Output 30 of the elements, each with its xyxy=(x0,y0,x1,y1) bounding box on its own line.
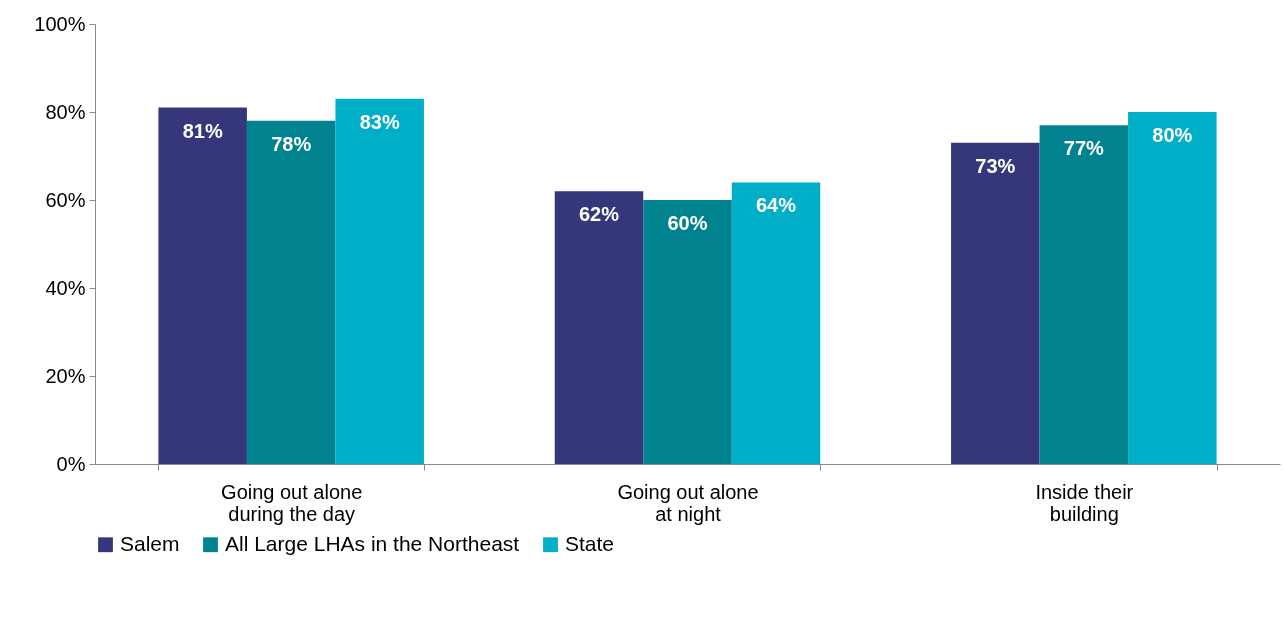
data-label: 64% xyxy=(756,194,797,217)
legend-label: State xyxy=(565,531,615,555)
y-tick-label: 80% xyxy=(45,100,86,123)
data-label: 83% xyxy=(359,110,400,133)
data-label: 78% xyxy=(271,132,312,155)
data-label: 62% xyxy=(578,203,620,226)
bar xyxy=(158,107,247,464)
data-label: 77% xyxy=(1063,137,1105,160)
bar xyxy=(643,200,732,464)
bar xyxy=(246,120,336,464)
data-label: 80% xyxy=(1152,124,1193,146)
data-label: 60% xyxy=(667,212,708,234)
bar xyxy=(335,98,424,464)
bar xyxy=(554,191,644,464)
legend-label: Salem xyxy=(120,531,180,555)
y-tick-label: 40% xyxy=(45,276,86,299)
legend-label: All Large LHAs in the Northeast xyxy=(225,531,520,555)
y-tick-label: 0% xyxy=(56,452,86,475)
bar xyxy=(1039,125,1129,464)
x-tick-label: Going out alone at night xyxy=(617,480,759,525)
x-tick-label: Going out alone during the day xyxy=(221,480,363,525)
y-tick-label: 100% xyxy=(34,12,86,35)
y-tick-label: 20% xyxy=(45,364,86,387)
bar xyxy=(731,182,821,464)
data-label: 81% xyxy=(182,119,223,142)
data-label: 73% xyxy=(975,154,1016,177)
bar xyxy=(951,142,1040,464)
bar xyxy=(1128,112,1217,464)
x-tick-label: Inside their building xyxy=(1035,480,1134,525)
y-tick-label: 60% xyxy=(45,188,86,211)
